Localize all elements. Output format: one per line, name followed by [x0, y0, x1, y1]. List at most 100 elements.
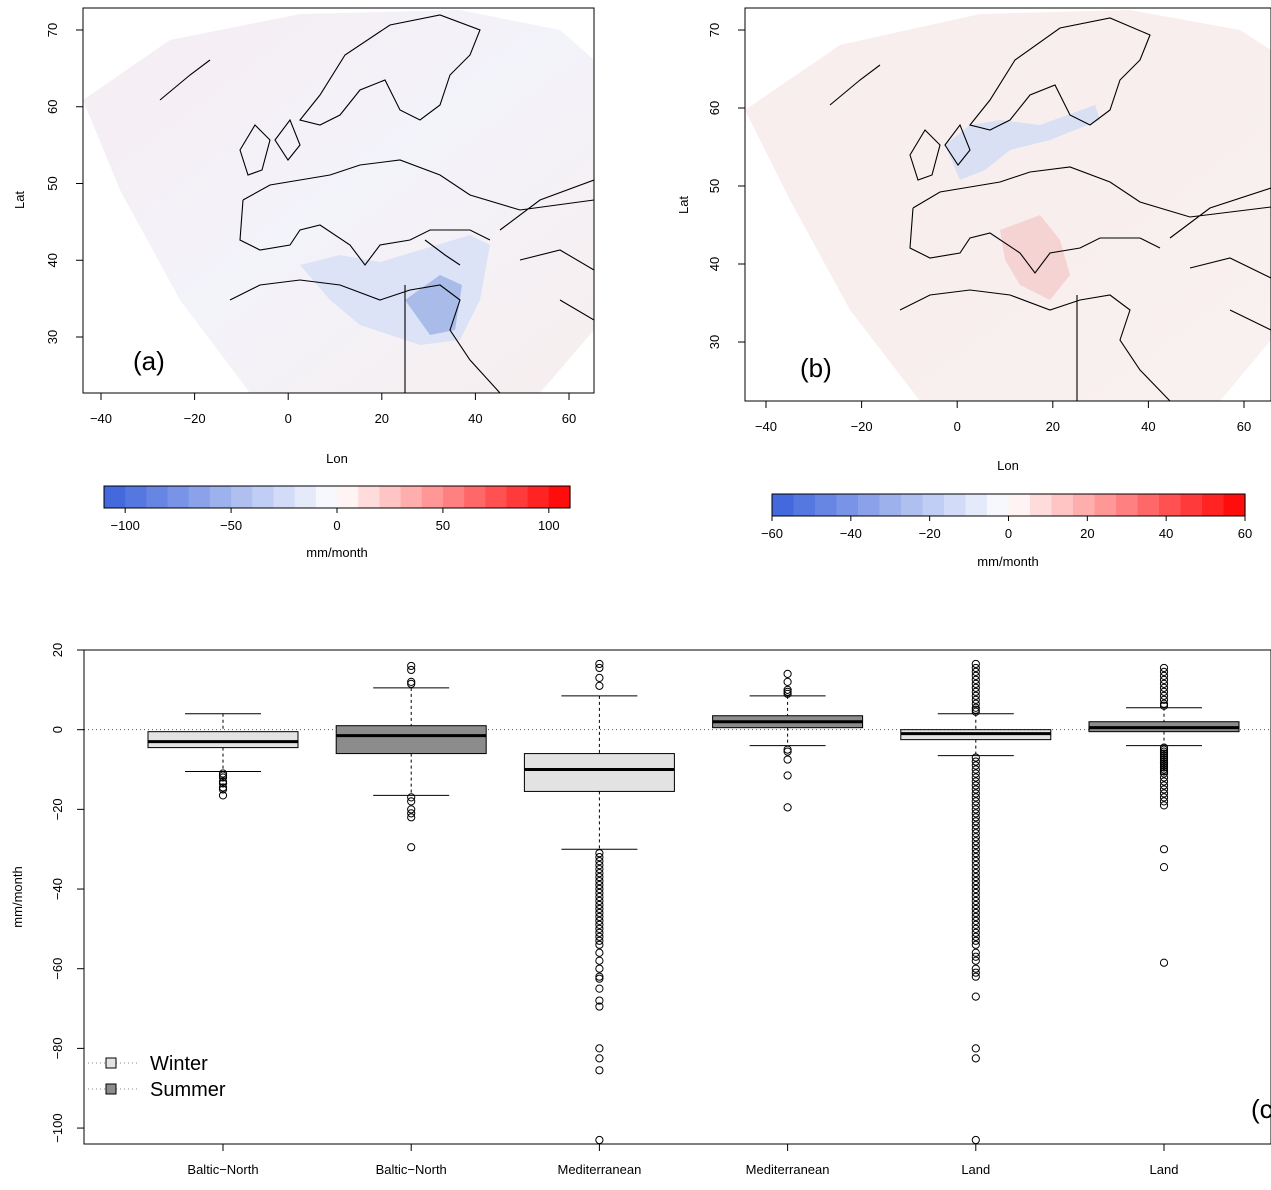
map-b-xlabel: Lon: [997, 458, 1019, 473]
map-a-ytick-label-4: 70: [45, 23, 60, 37]
map-a-xtick-label-4: 40: [468, 411, 482, 426]
boxplot-panel-c: 200−20−40−60−80−100 Baltic−North Baltic−N…: [10, 643, 1271, 1177]
box-4-outlier-28: [971, 809, 980, 818]
box-4-outlier-7: [971, 687, 980, 696]
box-4-outlier-3: [971, 671, 980, 680]
map-a-colorbar-tick-label-3: 50: [436, 518, 450, 533]
map-a-colorbar-swatch-19: [506, 486, 529, 508]
map-a-colorbar-unit: mm/month: [306, 545, 367, 560]
box-5-outlier-19: [1159, 759, 1169, 768]
boxplot-xtick-label-4: Land: [961, 1162, 990, 1177]
map-a-ylabel: Lat: [12, 191, 27, 209]
box-1-outlier-6: [407, 805, 416, 814]
box-5-outlier-31: [1159, 797, 1169, 806]
map-panel-a: (a) −40 −20 0 20 40 60 30 40 50 60 70 Lon Lat −10…: [12, 7, 595, 560]
map-b-red-anomaly: [1000, 215, 1070, 300]
box-4-outlier-38: [971, 849, 980, 858]
box-3-outlier-3: [783, 687, 792, 696]
box-4-outlier-34: [971, 833, 980, 842]
map-b-xtick-label-1: −20: [851, 419, 873, 434]
map-b-xtick-label-3: 20: [1046, 419, 1060, 434]
box-1-outlier-8: [407, 813, 416, 822]
box-5-outlier-35: [1159, 958, 1169, 967]
box-2-outlier-28: [595, 948, 604, 957]
box-0-outlier-2: [218, 773, 228, 782]
box-4-outlier-39: [971, 853, 980, 862]
box-4-outlier-58: [971, 928, 980, 937]
box-4-outlier-69: [971, 1044, 980, 1053]
box-4-outlier-20: [971, 777, 980, 786]
map-b-domain: [745, 10, 1271, 401]
map-a-domain: [83, 10, 594, 393]
box-1-outlier-5: [407, 797, 416, 806]
map-b-colorbar-swatch-5: [879, 494, 902, 516]
box-1-outlier-3: [407, 679, 416, 688]
box-5-outlier-18: [1159, 757, 1169, 766]
map-a-colorbar: −100 −50 0 50 100: [103, 485, 571, 533]
boxplot-xtick-label-2: Mediterranean: [557, 1162, 641, 1177]
box-4-outlier-30: [971, 817, 980, 826]
map-a-colorbar-swatch-3: [167, 486, 190, 508]
box-5-outlier-26: [1159, 777, 1169, 786]
box-5-outlier-32: [1159, 801, 1169, 810]
box-5-outlier-0: [1159, 663, 1169, 673]
box-4-outlier-33: [971, 829, 980, 838]
box-1-outlier-4: [407, 793, 416, 802]
box-4-outlier-59: [971, 932, 980, 941]
box-4-outlier-45: [971, 876, 980, 886]
map-a-colorbar-swatch-21: [548, 486, 571, 508]
map-a-ytick-label-1: 40: [45, 253, 60, 267]
box-4-outlier-40: [971, 857, 980, 866]
map-b-xtick-label-4: 40: [1141, 419, 1155, 434]
box-4-outlier-51: [971, 900, 980, 910]
box-4-outlier-68: [971, 992, 980, 1001]
box-5-outlier-21: [1159, 763, 1169, 772]
map-b-colorbar-swatch-12: [1030, 494, 1053, 516]
box-5-outlier-17: [1159, 755, 1169, 764]
box-2-outlier-24: [595, 928, 604, 937]
map-a-colorbar-swatch-5: [209, 486, 232, 508]
box-4-outlier-11: [971, 703, 980, 712]
map-b-colorbar-swatch-11: [1008, 494, 1031, 516]
map-a-xtick-label-5: 60: [562, 411, 576, 426]
box-4-outlier-61: [971, 940, 980, 949]
box-2-outlier-20: [595, 912, 604, 922]
box-4-outlier-0: [971, 659, 980, 669]
map-a-y-ticks: 30 40 50 60 70: [45, 23, 83, 344]
map-b-colorbar-swatch-9: [965, 494, 988, 516]
box-2-outlier-6: [595, 857, 604, 866]
map-b-colorbar: −60 −40 −20 0 20 40 60: [761, 493, 1252, 541]
map-a-colorbar-tick-label-0: −100: [111, 518, 140, 533]
map-b-colorbar-swatch-8: [944, 494, 967, 516]
box-0-outlier-5: [218, 783, 228, 792]
map-a-xtick-label-1: −20: [184, 411, 206, 426]
map-b-colorbar-swatch-4: [858, 494, 881, 516]
box-5-outlier-15: [1159, 751, 1169, 760]
map-a-colorbar-swatch-15: [421, 486, 444, 508]
box-4-outlier-48: [971, 888, 980, 898]
map-b-ytick-label-0: 30: [707, 335, 722, 349]
map-a-colorbar-swatch-17: [464, 486, 486, 508]
box-0-outlier-3: [218, 777, 228, 786]
map-b-colorbar-swatch-10: [987, 494, 1010, 516]
box-0-outlier-6: [218, 785, 228, 794]
legend-summer-label: Summer: [150, 1079, 226, 1101]
box-5-outlier-14: [1159, 749, 1169, 758]
box-2-outlier-32: [595, 974, 604, 983]
box-2-outlier-22: [595, 920, 604, 929]
box-2: [523, 659, 675, 1145]
map-b-y-ticks: 30 40 50 60 70: [707, 23, 745, 349]
map-a-colorbar-swatch-4: [188, 486, 211, 508]
map-a-colorbar-tick-label-2: 0: [333, 518, 340, 533]
map-b-colorbar-tick-label-2: −20: [919, 526, 941, 541]
map-a-xtick-label-0: −40: [90, 411, 112, 426]
map-b-colorbar-swatch-2: [815, 494, 838, 516]
map-b-x-ticks: −40 −20 0 20 40 60: [755, 401, 1251, 434]
box-5-outlier-24: [1159, 769, 1169, 778]
box-2-outlier-39: [595, 1135, 604, 1145]
box-2-outlier-14: [595, 888, 604, 898]
box-4-outlier-70: [971, 1054, 980, 1063]
map-b-colorbar-swatch-18: [1159, 494, 1182, 516]
